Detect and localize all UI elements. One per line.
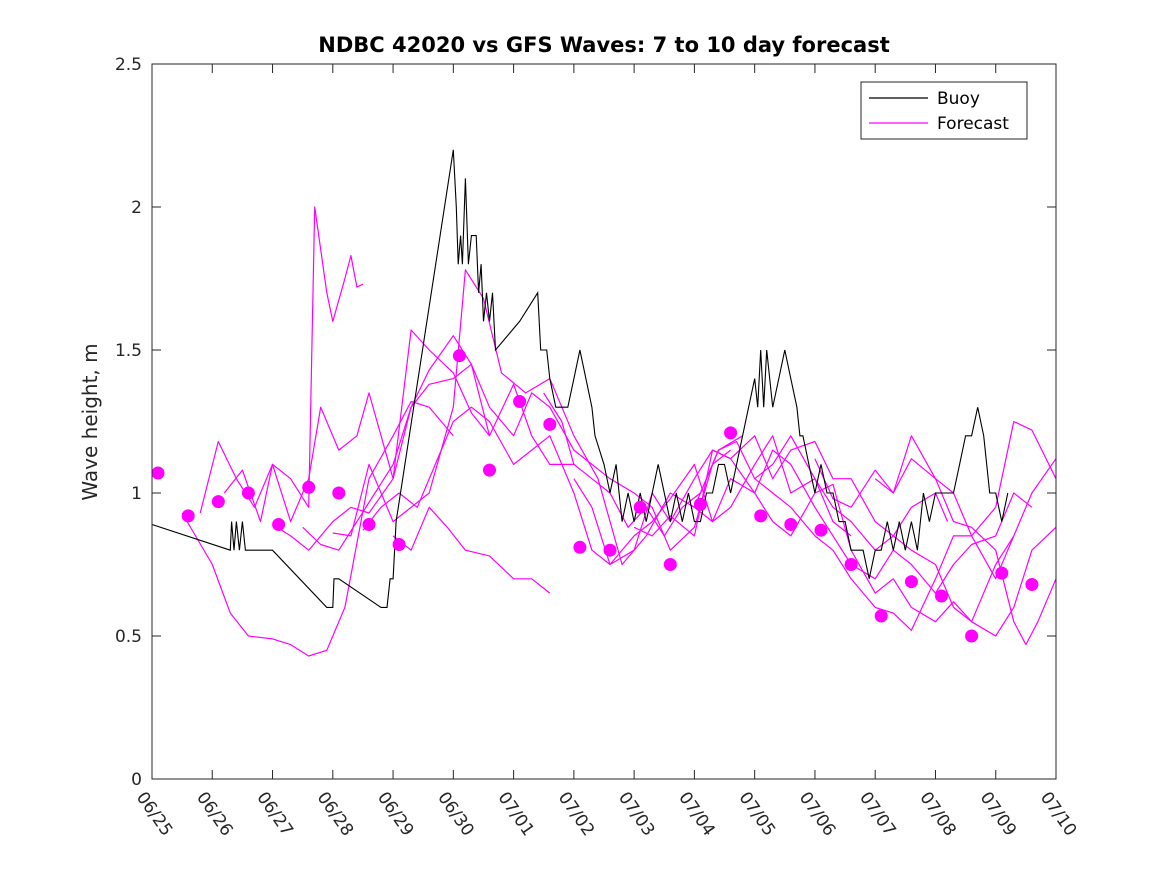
forecast-marker-27 (995, 566, 1009, 580)
forecast-marker-13 (573, 540, 587, 554)
y-tick-label-0: 0 (131, 770, 142, 790)
legend-label-1: Forecast (937, 114, 1009, 134)
forecast-line-13 (814, 458, 1057, 646)
axes-box (151, 63, 1057, 780)
forecast-marker-9 (452, 349, 466, 363)
forecast-marker-12 (543, 417, 557, 431)
y-tick-label-4: 2 (131, 198, 142, 218)
forecast-line-14 (874, 435, 1057, 580)
forecast-marker-17 (693, 497, 707, 511)
forecast-marker-4 (272, 518, 286, 531)
forecast-marker-14 (603, 543, 617, 557)
legend-label-0: Buoy (937, 89, 980, 109)
forecast-marker-16 (663, 558, 677, 571)
y-tick-label-3: 1.5 (115, 341, 142, 361)
forecast-marker-0 (151, 466, 165, 480)
legend-box (860, 81, 1028, 140)
plot-area (152, 64, 1056, 779)
forecast-marker-11 (513, 395, 527, 408)
buoy-line (151, 149, 1009, 608)
forecast-line-11 (694, 478, 1057, 637)
forecast-line-3 (272, 329, 574, 551)
y-tick-label-2: 1 (131, 484, 142, 504)
y-axis-label: Wave height, m (78, 343, 102, 500)
forecast-marker-5 (302, 480, 316, 494)
forecast-marker-15 (633, 500, 647, 514)
forecast-line-9 (573, 435, 1015, 623)
forecast-marker-7 (362, 518, 376, 531)
forecast-marker-10 (483, 463, 496, 477)
plot-background (152, 64, 1056, 779)
forecast-marker-24 (904, 575, 918, 589)
forecast-marker-18 (724, 426, 738, 440)
forecast-line-12 (754, 420, 1057, 631)
forecast-line-4 (302, 363, 731, 551)
forecast-marker-6 (332, 486, 346, 500)
forecast-line-0 (181, 400, 454, 657)
forecast-marker-25 (935, 589, 948, 603)
forecast-marker-23 (874, 609, 888, 623)
forecast-marker-3 (241, 486, 255, 500)
forecast-marker-19 (754, 509, 768, 523)
forecast-line-8 (543, 392, 949, 551)
forecast-marker-2 (211, 495, 225, 509)
forecast-marker-26 (965, 629, 979, 643)
forecast-marker-1 (181, 509, 195, 523)
series-layer (151, 149, 1057, 657)
forecast-line-6 (362, 406, 852, 566)
chart-title: NDBC 42020 vs GFS Waves: 7 to 10 day for… (318, 33, 889, 57)
y-tick-label-5: 2.5 (115, 55, 142, 75)
forecast-marker-22 (844, 558, 858, 571)
forecast-marker-28 (1025, 578, 1039, 591)
y-tick-label-1: 0.5 (115, 627, 142, 647)
forecast-line-7 (392, 506, 551, 594)
forecast-line-2 (223, 206, 364, 523)
forecast-marker-8 (392, 538, 406, 551)
legend: Buoy Forecast (860, 81, 1028, 140)
forecast-marker-20 (784, 518, 798, 531)
forecast-marker-21 (814, 523, 828, 537)
